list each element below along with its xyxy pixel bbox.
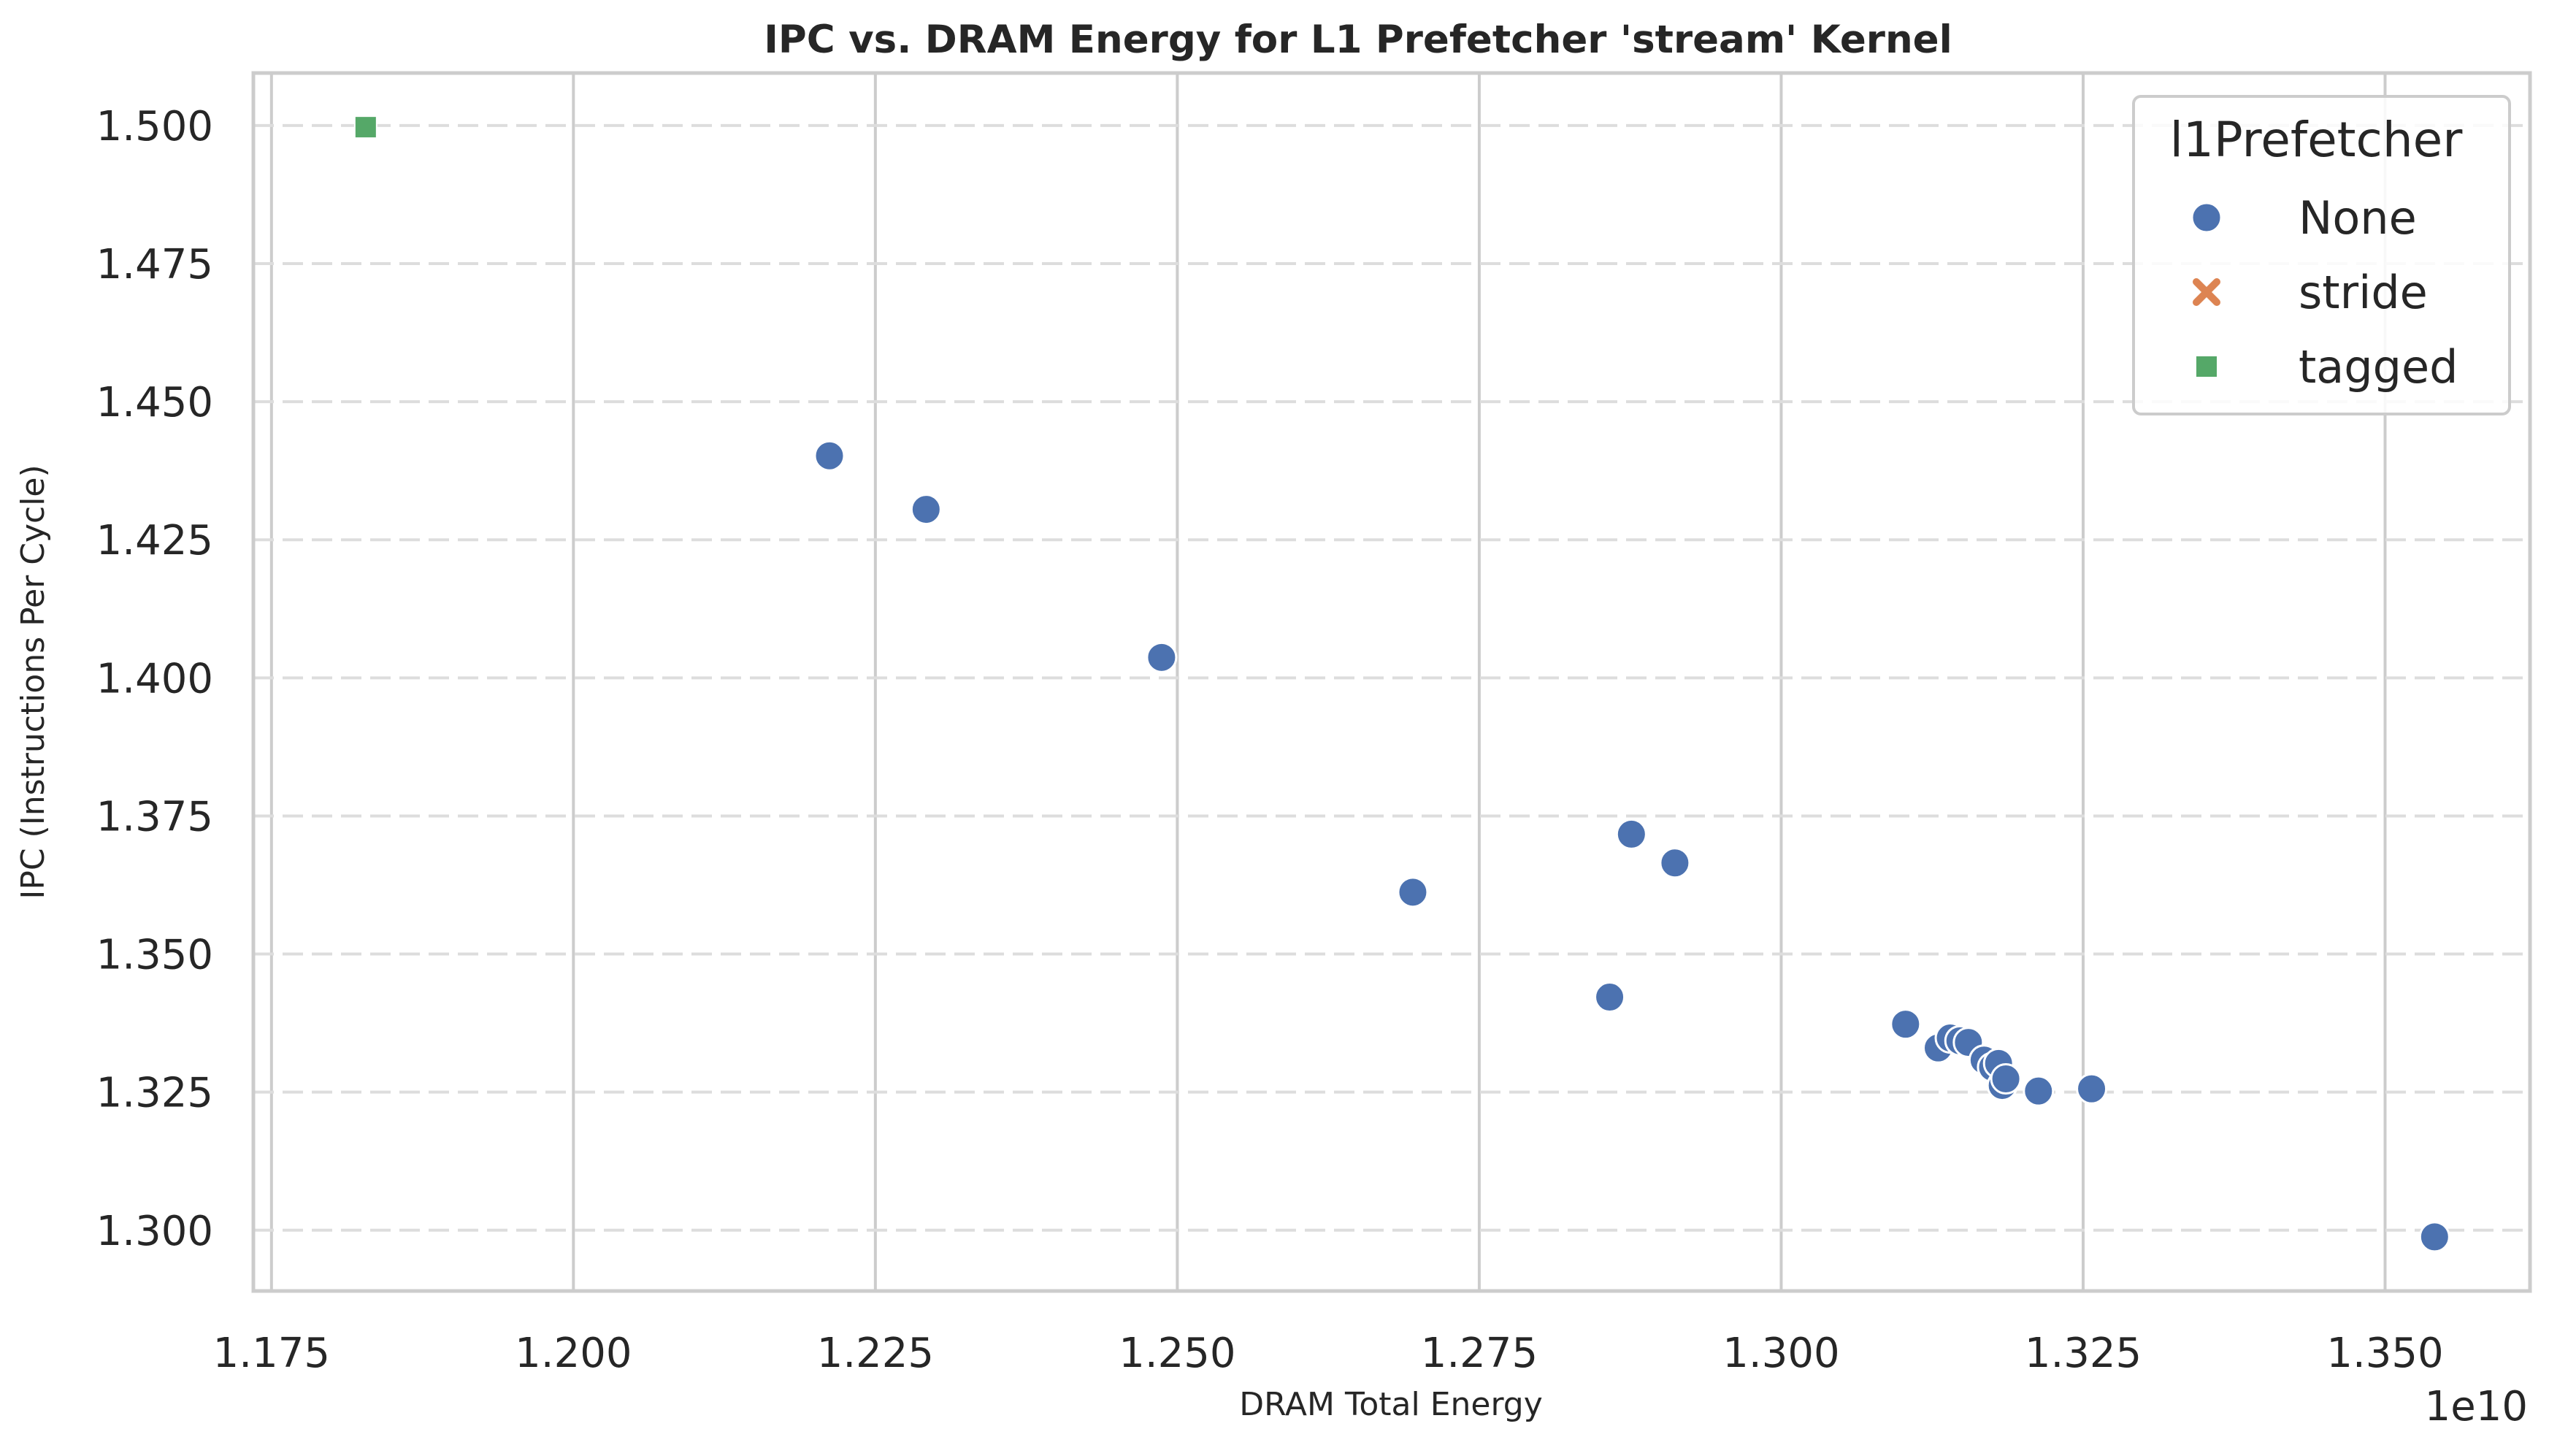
x-axis-label: DRAM Total Energy [1239, 1386, 1543, 1423]
legend-marker-none [2190, 202, 2223, 234]
data-point-none [2076, 1073, 2108, 1105]
y-tick-label: 1.450 [96, 379, 213, 426]
data-point-none [1615, 818, 1647, 850]
y-axis-label: IPC (Instructions Per Cycle) [15, 464, 52, 899]
data-points [353, 115, 2450, 1253]
legend-title: l1Prefetcher [2170, 112, 2464, 168]
plot-frame [251, 71, 2532, 1293]
y-tick-label: 1.500 [96, 103, 213, 150]
legend-label-none: None [2299, 191, 2417, 245]
data-point-none [2023, 1075, 2055, 1107]
data-point-none [1146, 641, 1178, 673]
y-tick-label: 1.325 [96, 1070, 213, 1117]
data-point-none [1659, 847, 1691, 879]
data-point-none [813, 440, 846, 472]
legend-marker-stride [2193, 278, 2220, 306]
y-axis-ticks: 1.300 1.325 1.350 1.375 1.400 1.425 1.450 1.475… [96, 103, 213, 1255]
data-point-none [2418, 1221, 2450, 1253]
y-tick-label: 1.350 [96, 932, 213, 979]
x-axis-offset-label: 1e10 [2425, 1383, 2528, 1430]
x-tick-label: 1.275 [1421, 1330, 1538, 1377]
data-point-none [1594, 981, 1626, 1014]
data-point-none [1990, 1063, 2022, 1095]
y-tick-label: 1.425 [96, 517, 213, 564]
x-tick-label: 1.175 [213, 1330, 330, 1377]
x-tick-label: 1.325 [2025, 1330, 2142, 1377]
legend-label-tagged: tagged [2299, 340, 2458, 394]
legend-items: None stride tagged [2190, 191, 2458, 394]
y-tick-label: 1.300 [96, 1208, 213, 1255]
y-tick-label: 1.475 [96, 241, 213, 288]
legend-box [2132, 95, 2511, 415]
data-point-none [1397, 876, 1429, 908]
x-tick-label: 1.300 [1722, 1330, 1839, 1377]
y-tick-label: 1.400 [96, 655, 213, 702]
legend-marker-tagged [2195, 355, 2218, 378]
legend-label-stride: stride [2299, 266, 2428, 319]
x-axis-ticks: 1.175 1.200 1.225 1.250 1.275 1.300 1.325 1.350 [213, 1330, 2444, 1377]
legend: l1Prefetcher None stride tagged [2132, 95, 2511, 415]
chart-title: IPC vs. DRAM Energy for L1 Prefetcher 's… [764, 18, 1952, 62]
x-tick-label: 1.250 [1119, 1330, 1235, 1377]
y-tick-label: 1.375 [96, 793, 213, 840]
data-point-none [1890, 1008, 1922, 1041]
x-marker-stroke [2193, 278, 2220, 306]
x-tick-label: 1.200 [515, 1330, 632, 1377]
x-tick-label: 1.225 [817, 1330, 934, 1377]
data-point-none [910, 494, 942, 526]
x-tick-label: 1.350 [2326, 1330, 2443, 1377]
data-point-tagged [353, 115, 377, 139]
